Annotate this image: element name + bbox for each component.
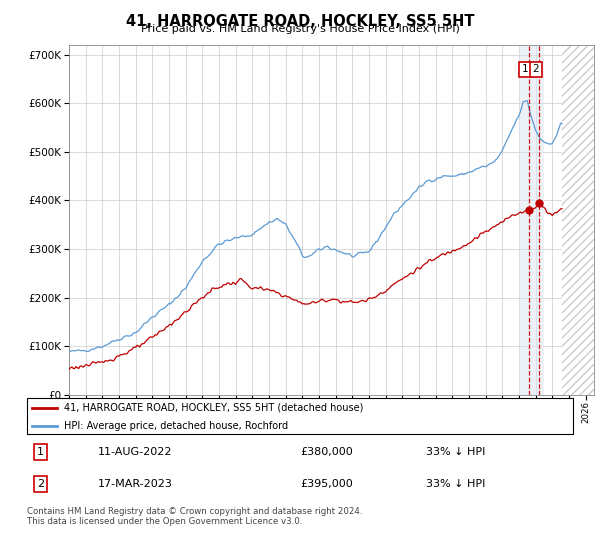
Text: 2: 2: [532, 64, 539, 74]
Text: 41, HARROGATE ROAD, HOCKLEY, SS5 5HT (detached house): 41, HARROGATE ROAD, HOCKLEY, SS5 5HT (de…: [64, 403, 364, 413]
Text: £380,000: £380,000: [300, 447, 353, 457]
Text: £395,000: £395,000: [300, 479, 353, 489]
Text: HPI: Average price, detached house, Rochford: HPI: Average price, detached house, Roch…: [64, 421, 288, 431]
Text: 41, HARROGATE ROAD, HOCKLEY, SS5 5HT: 41, HARROGATE ROAD, HOCKLEY, SS5 5HT: [126, 14, 474, 29]
Text: 11-AUG-2022: 11-AUG-2022: [98, 447, 172, 457]
Text: 1: 1: [37, 447, 44, 457]
Text: Contains HM Land Registry data © Crown copyright and database right 2024.
This d: Contains HM Land Registry data © Crown c…: [27, 507, 362, 526]
Bar: [519, 45, 544, 395]
Text: 1: 1: [521, 64, 528, 74]
Text: 33% ↓ HPI: 33% ↓ HPI: [425, 479, 485, 489]
Text: 33% ↓ HPI: 33% ↓ HPI: [425, 447, 485, 457]
Text: 17-MAR-2023: 17-MAR-2023: [98, 479, 173, 489]
Text: 2: 2: [37, 479, 44, 489]
Bar: [562, 45, 594, 395]
Text: Price paid vs. HM Land Registry's House Price Index (HPI): Price paid vs. HM Land Registry's House …: [140, 24, 460, 34]
